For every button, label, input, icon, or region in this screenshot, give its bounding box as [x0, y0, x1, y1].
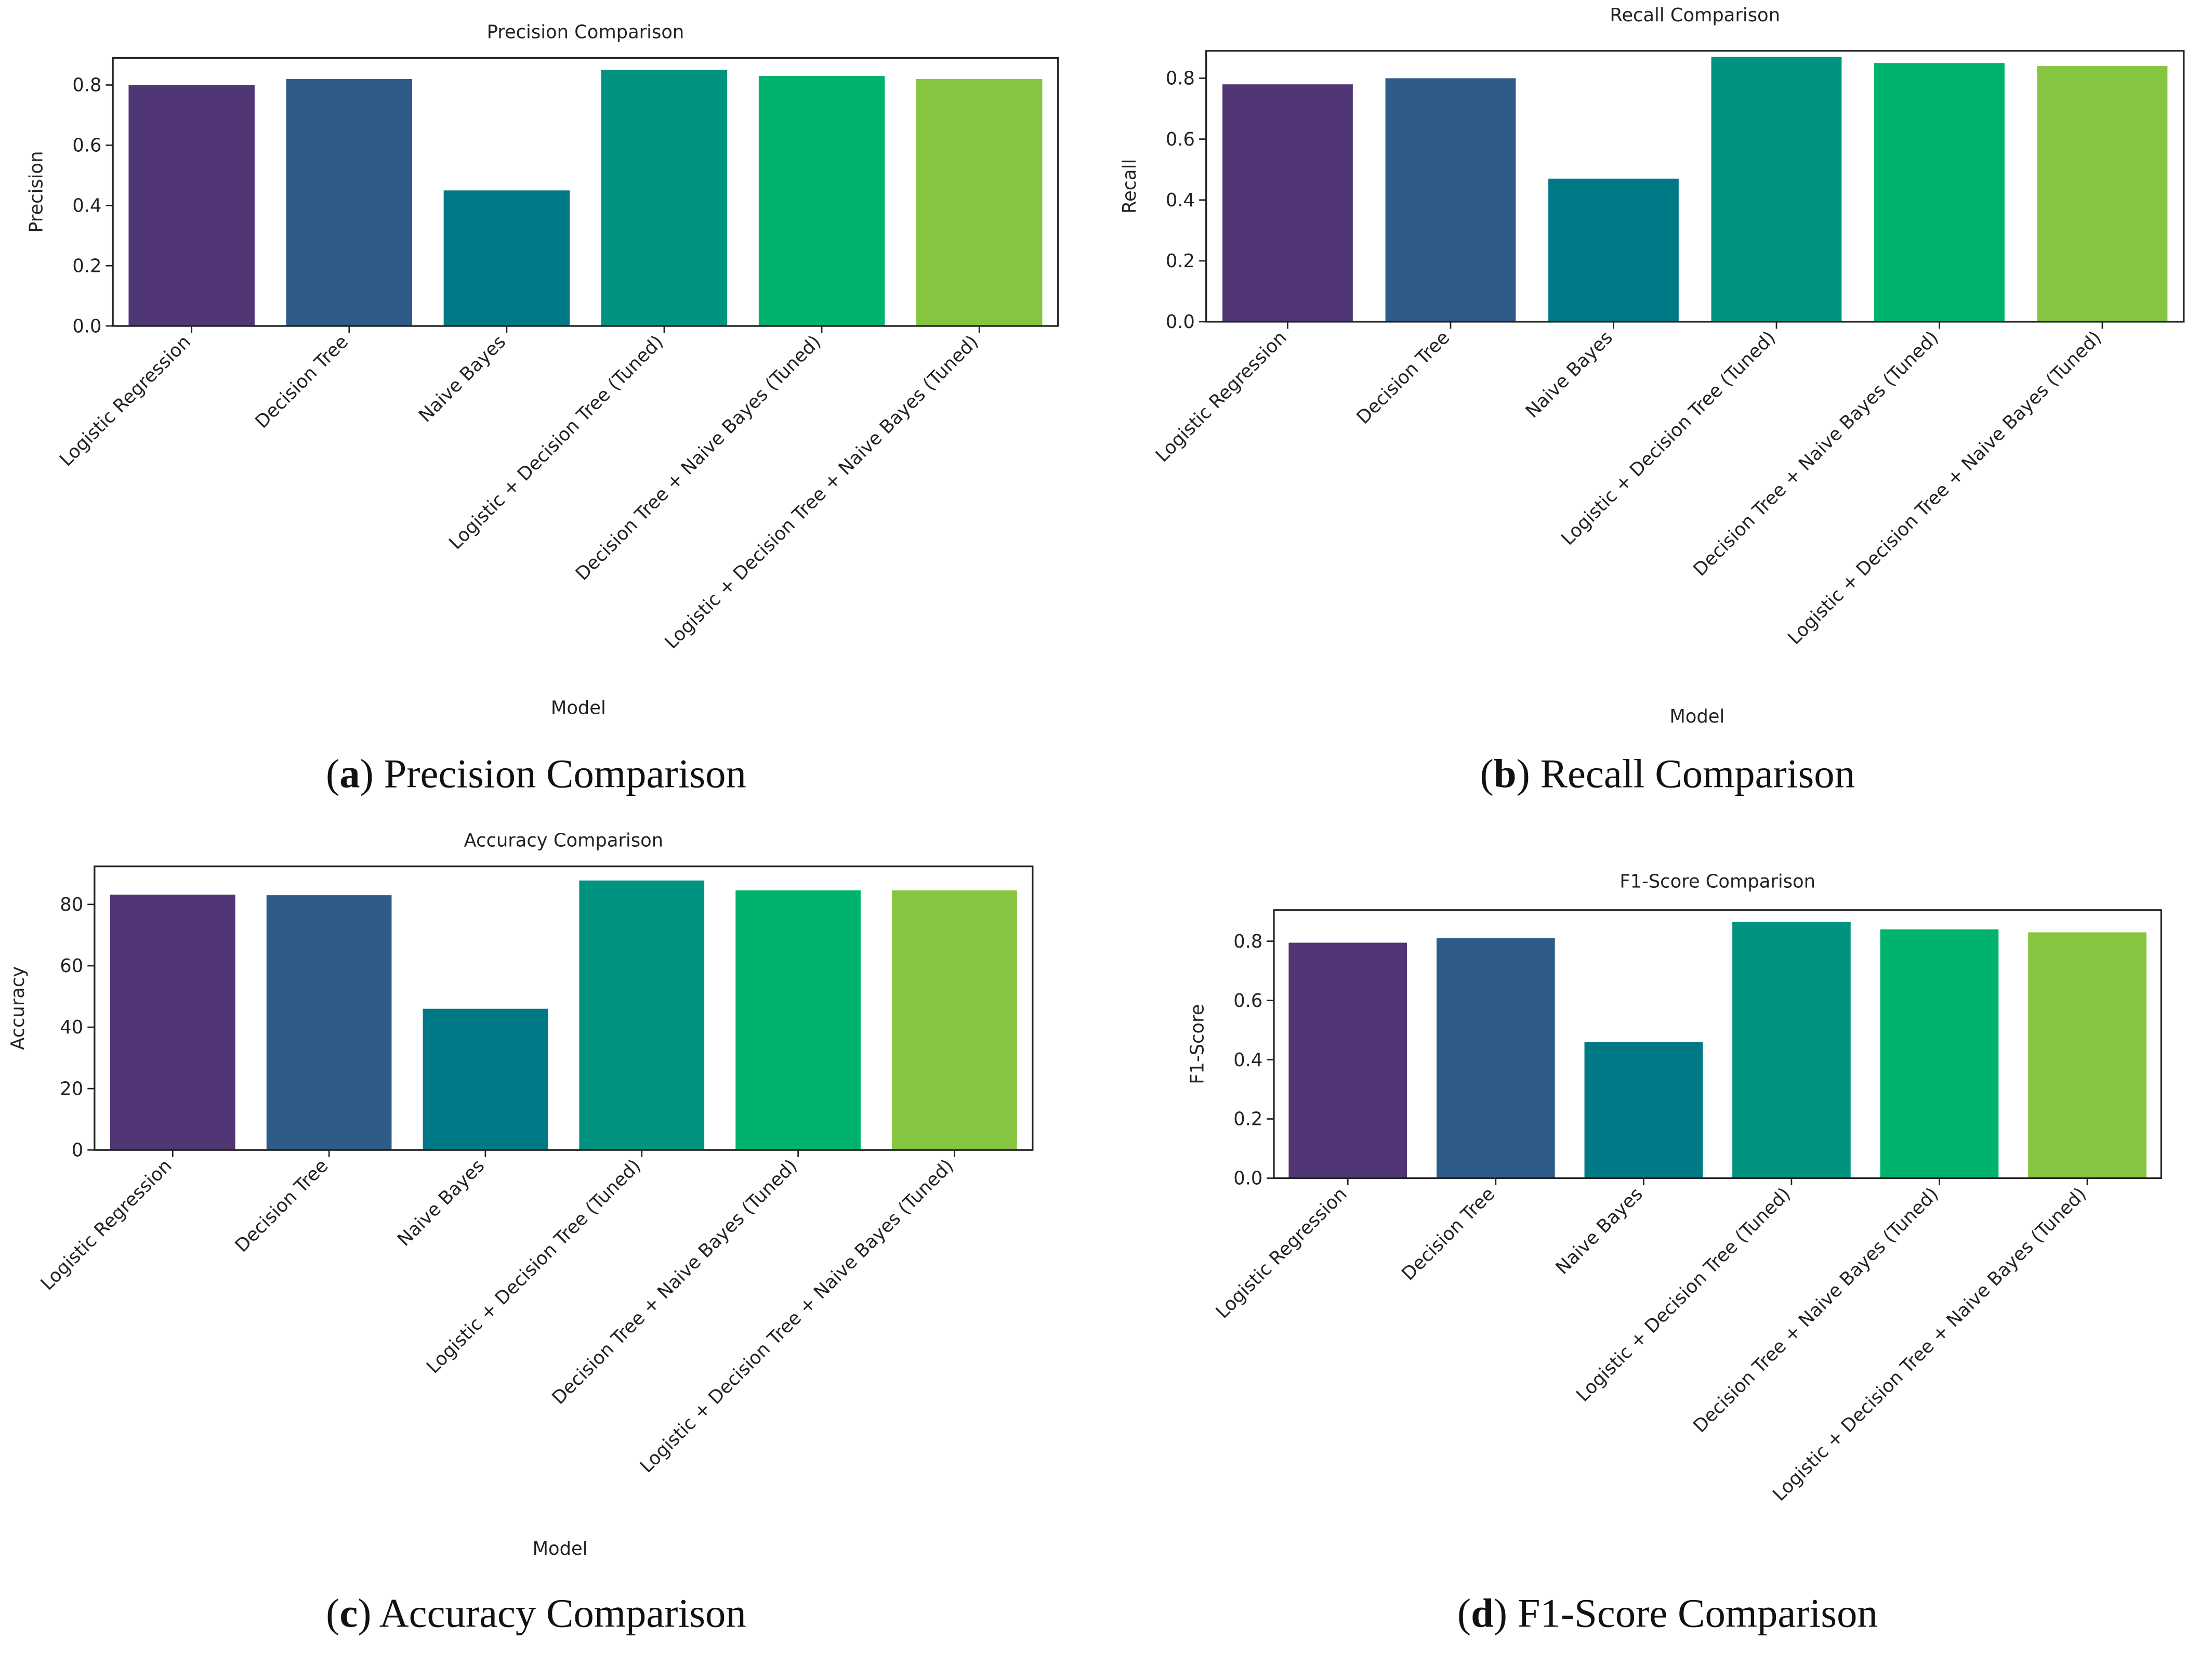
y-tick-label: 0.8: [1166, 68, 1195, 89]
chart-title: F1-Score Comparison: [1620, 871, 1815, 892]
bar: [1385, 78, 1516, 322]
bar: [1288, 942, 1407, 1178]
x-tick-label: Decision Tree + Naive Bayes (Tuned): [572, 331, 825, 585]
x-tick-label: Logistic Regression: [1152, 327, 1291, 466]
chart: Recall Comparison 0.0 0.2 0.4 0.6 0.8 Logistic…: [1119, 5, 2185, 797]
y-tick-label: 60: [60, 955, 83, 977]
x-tick-label: Decision Tree: [251, 331, 352, 432]
x-axis-label: Model: [551, 698, 606, 719]
x-tick-label: Logistic + Decision Tree + Naive Bayes (…: [636, 1155, 957, 1477]
x-tick-label: Decision Tree: [1352, 327, 1454, 428]
x-tick-label: Naive Bayes: [1551, 1183, 1647, 1278]
bar: [2028, 932, 2147, 1178]
y-tick-label: 0.6: [72, 135, 101, 156]
caption-part: ) Accuracy Comparison: [358, 1591, 746, 1636]
bar: [758, 76, 885, 326]
y-axis-label: Recall: [1119, 159, 1140, 214]
y-tick-label: 40: [60, 1017, 83, 1038]
x-tick-label: Logistic + Decision Tree + Naive Bayes (…: [1769, 1183, 2090, 1505]
caption-part: b: [1494, 752, 1517, 797]
y-tick-label: 80: [60, 894, 83, 915]
bar: [1874, 63, 2005, 322]
x-tick-label: Decision Tree: [231, 1155, 332, 1256]
y-tick-label: 20: [60, 1078, 83, 1099]
y-tick-label: 0.2: [72, 255, 101, 277]
x-tick-label: Logistic + Decision Tree + Naive Bayes (…: [1784, 327, 2105, 649]
x-tick-label: Decision Tree: [1398, 1183, 1499, 1284]
y-tick-label: 0.2: [1166, 251, 1195, 272]
caption-part: a: [339, 752, 360, 797]
y-tick-label: 0.2: [1233, 1109, 1262, 1130]
bar: [286, 78, 413, 326]
caption-part: ) Recall Comparison: [1517, 752, 1855, 797]
y-tick-label: 0.8: [72, 75, 101, 96]
chart: Precision Comparison 0.0 0.2 0.4 0.6 0.8 Logis…: [25, 21, 1059, 797]
y-tick-label: 0.6: [1166, 129, 1195, 150]
y-axis-label: Accuracy: [7, 966, 29, 1050]
x-tick-label: Decision Tree + Naive Bayes (Tuned): [1689, 1183, 1943, 1437]
chart-title: Precision Comparison: [487, 21, 684, 43]
x-tick-label: Naive Bayes: [393, 1155, 489, 1250]
y-axis-label: F1-Score: [1187, 1004, 1208, 1084]
plot-frame: [94, 866, 1034, 1151]
bar: [2037, 66, 2168, 322]
bar: [1584, 1042, 1703, 1178]
y-tick-label: 0.4: [1166, 190, 1195, 211]
x-tick-label: Logistic Regression: [56, 331, 195, 470]
y-tick-label: 0.4: [72, 195, 101, 217]
bar: [735, 890, 861, 1150]
chart-title: Accuracy Comparison: [464, 830, 663, 851]
caption-part: ) F1-Score Comparison: [1494, 1591, 1878, 1636]
x-axis-label: Model: [1669, 706, 1724, 727]
bar: [1437, 938, 1555, 1178]
y-axis-label: Precision: [25, 151, 47, 233]
y-tick-label: 0: [72, 1139, 83, 1161]
bar: [1548, 178, 1679, 322]
bar: [892, 890, 1017, 1150]
bar: [1880, 929, 1999, 1178]
chart: Accuracy Comparison 0 20 40 60 80 Logistic Reg…: [7, 830, 1034, 1636]
bar: [1711, 57, 1842, 322]
plot-frame: [1273, 909, 2162, 1179]
bar: [110, 894, 235, 1150]
plot-frame: [1205, 50, 2185, 323]
caption-part: d: [1471, 1591, 1494, 1636]
y-tick-label: 0.4: [1233, 1050, 1262, 1071]
x-tick-label: Logistic Regression: [1212, 1183, 1351, 1322]
y-tick-label: 0.0: [1166, 311, 1195, 333]
caption: (a) Precision Comparison: [326, 752, 746, 797]
x-axis-label: Model: [533, 1538, 588, 1559]
bar: [579, 880, 705, 1150]
chart: F1-Score Comparison 0.0 0.2 0.4 0.6 0.8 Logist…: [1187, 871, 2162, 1636]
bar: [128, 85, 255, 326]
caption-part: (: [1457, 1591, 1471, 1636]
bar: [1732, 922, 1851, 1178]
bar: [601, 70, 728, 326]
caption: (c) Accuracy Comparison: [326, 1591, 746, 1636]
y-tick-label: 0.8: [1233, 931, 1262, 952]
plot-frame: [112, 57, 1059, 327]
caption-part: (: [326, 752, 339, 797]
x-tick-label: Logistic Regression: [36, 1155, 176, 1294]
caption-part: (: [1480, 752, 1494, 797]
caption: (d) F1-Score Comparison: [1457, 1591, 1878, 1636]
y-tick-label: 0.0: [72, 316, 101, 337]
x-tick-label: Decision Tree + Naive Bayes (Tuned): [548, 1155, 801, 1409]
caption-part: ) Precision Comparison: [360, 752, 746, 797]
caption: (b) Recall Comparison: [1480, 752, 1855, 797]
x-tick-label: Naive Bayes: [1521, 327, 1616, 422]
bar: [1222, 84, 1353, 322]
y-tick-label: 0.0: [1233, 1168, 1262, 1189]
x-tick-label: Naive Bayes: [415, 331, 510, 426]
x-tick-label: Logistic + Decision Tree + Naive Bayes (…: [661, 331, 982, 653]
bar: [423, 1008, 548, 1150]
caption-part: c: [339, 1591, 358, 1636]
bar: [443, 190, 570, 326]
y-tick-label: 0.6: [1233, 990, 1262, 1012]
bar: [916, 78, 1043, 326]
chart-title: Recall Comparison: [1610, 5, 1780, 26]
bar: [266, 895, 392, 1150]
caption-part: (: [326, 1591, 339, 1636]
